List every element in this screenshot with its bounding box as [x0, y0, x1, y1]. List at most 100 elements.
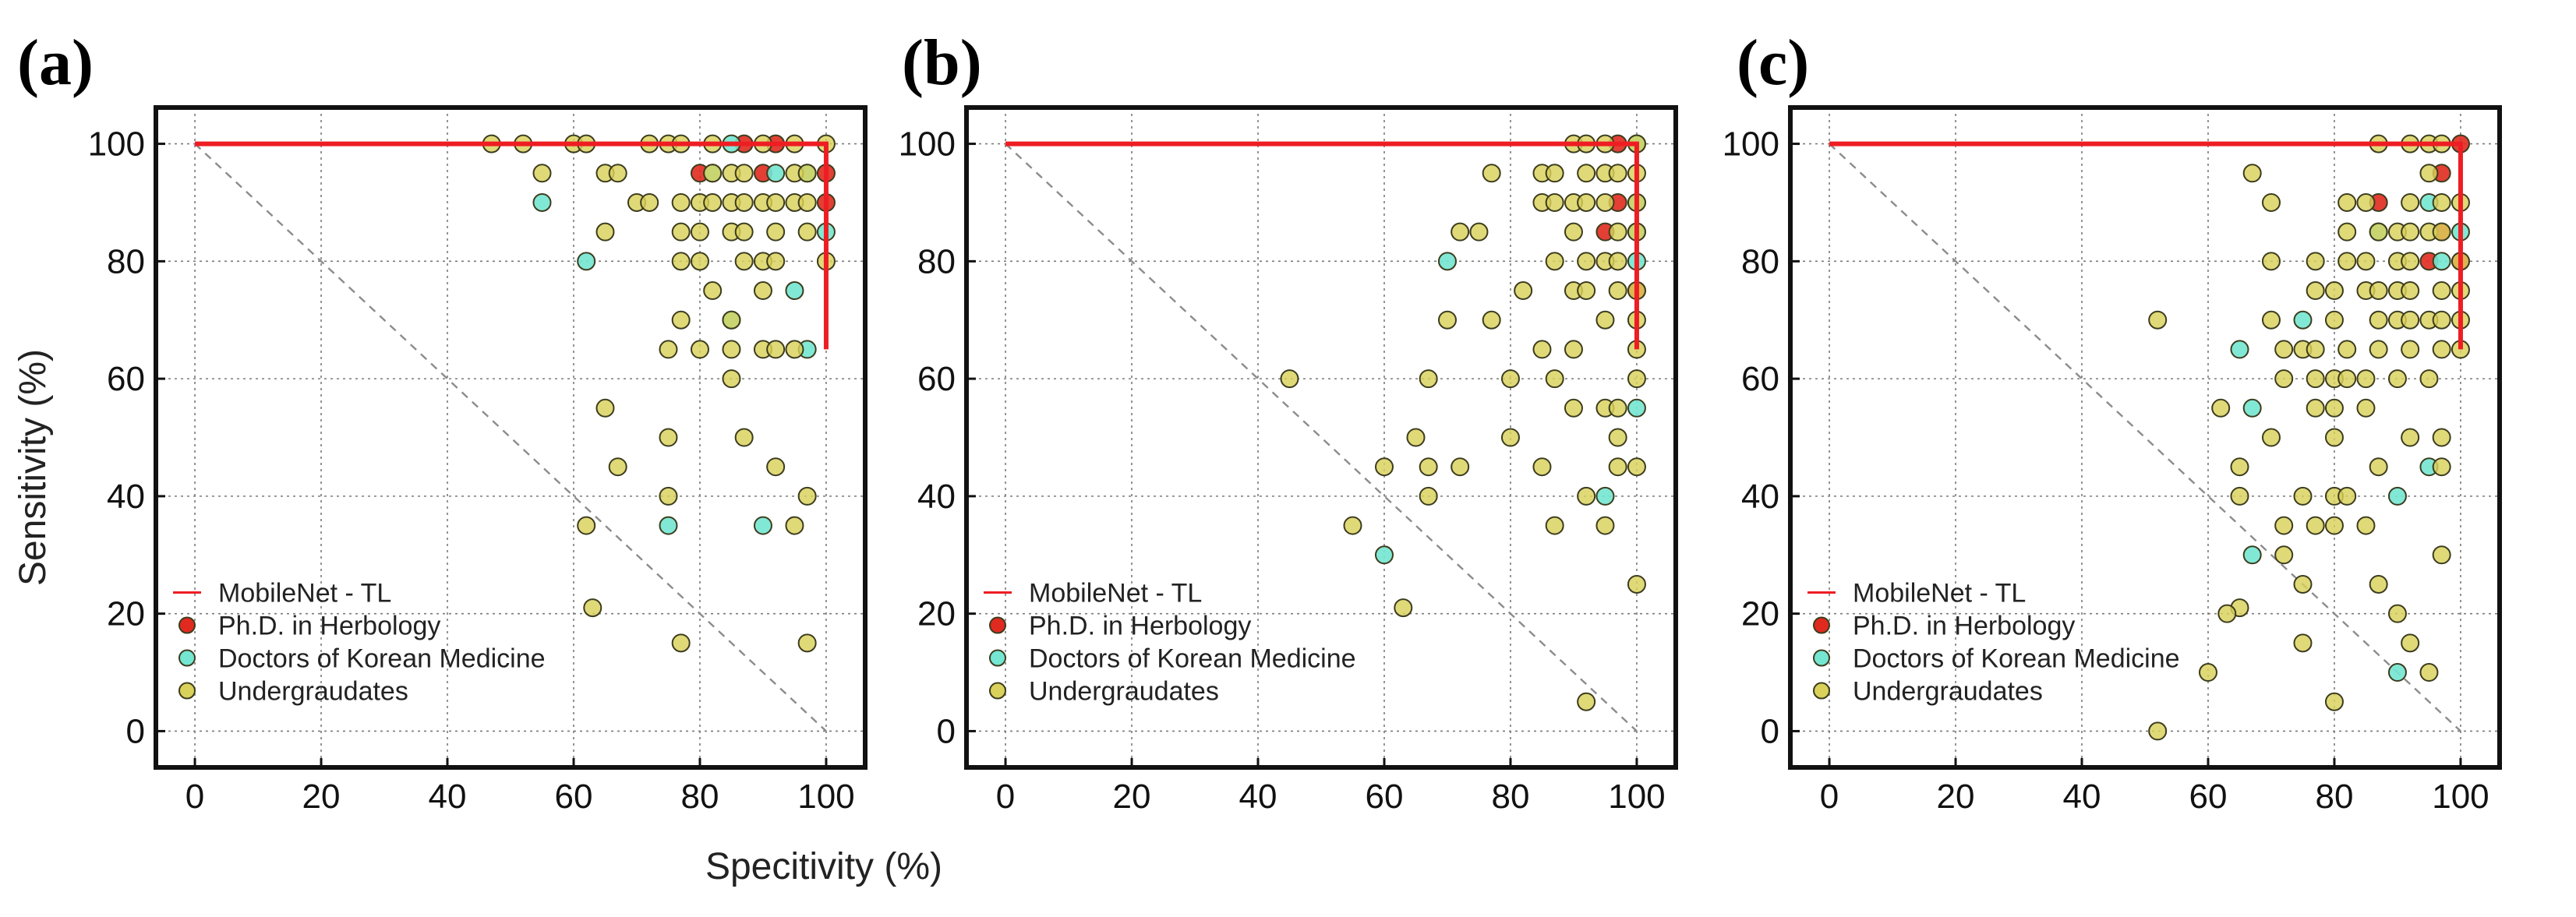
scatter-point	[1280, 369, 1299, 389]
scatter-point	[1545, 192, 1564, 212]
scatter-point	[2274, 545, 2294, 565]
legend-swatch-marker	[1813, 682, 1830, 700]
x-tick-label: 20	[1937, 778, 1975, 816]
series-phd	[2369, 134, 2470, 271]
legend-entry: Ph.D. in Herbology	[1029, 612, 1251, 641]
scatter-point	[1532, 457, 1552, 477]
scatter-point	[2432, 428, 2451, 447]
legend: MobileNet - TL Ph.D. in Herbology Doctors …	[1807, 579, 2180, 707]
scatter-point	[659, 340, 678, 359]
scatter-point	[2401, 633, 2420, 653]
scatter-point	[1419, 486, 1438, 506]
legend-swatch-marker	[989, 649, 1006, 667]
scatter-point	[1500, 369, 1520, 389]
legend-swatch-marker	[989, 682, 1006, 700]
y-tick-label: 80	[107, 242, 145, 280]
scatter-point	[2356, 516, 2376, 535]
x-tick-label: 80	[1491, 778, 1529, 816]
x-tick-label: 100	[797, 778, 854, 816]
scatter-point	[753, 281, 772, 301]
scatter-point	[1627, 398, 1646, 418]
scatter-point	[766, 192, 786, 212]
scatter-point	[1500, 428, 1520, 447]
y-tick-label: 60	[1741, 360, 1779, 398]
scatter-point	[2261, 428, 2281, 447]
legend-entry: Ph.D. in Herbology	[218, 612, 440, 641]
scatter-point	[797, 164, 817, 183]
legend: MobileNet - TL Ph.D. in Herbology Doctors …	[984, 579, 1356, 707]
legend-entry: Doctors of Korean Medicine	[1853, 644, 2180, 674]
scatter-point	[1577, 192, 1596, 212]
scatter-point	[671, 633, 691, 653]
scatter-point	[595, 398, 615, 418]
scatter-point	[2337, 222, 2357, 242]
y-tick-label: 0	[1761, 712, 1779, 750]
x-tick-label: 60	[555, 778, 593, 816]
scatter-point	[2261, 192, 2281, 212]
scatter-point	[1469, 222, 1489, 242]
scatter-point	[2230, 486, 2249, 506]
scatter-point	[2432, 192, 2451, 212]
scatter-point	[1451, 457, 1470, 477]
scatter-point	[2369, 222, 2388, 242]
scatter-point	[532, 192, 552, 212]
scatter-point	[2401, 252, 2420, 271]
y-tick-label: 100	[88, 125, 145, 164]
scatter-point	[734, 164, 754, 183]
scatter-point	[2274, 516, 2294, 535]
scatter-point	[1627, 457, 1646, 477]
scatter-point	[2401, 281, 2420, 301]
scatter-point	[2337, 192, 2357, 212]
series-undergrads	[1280, 134, 1646, 711]
scatter-point	[2356, 192, 2376, 212]
legend-swatch-marker	[989, 616, 1006, 634]
scatter-point	[2242, 545, 2262, 565]
x-axis-title: Specitivity (%)	[705, 846, 942, 887]
x-tick-label: 40	[429, 778, 467, 816]
scatter-point	[1577, 281, 1596, 301]
scatter-point	[1608, 222, 1627, 242]
scatter-point	[1608, 428, 1627, 447]
y-tick-label: 40	[107, 478, 145, 516]
scatter-point	[753, 516, 772, 535]
mobilenet-roc-line	[1005, 141, 1639, 350]
y-tick-label: 0	[126, 712, 145, 750]
scatter-point	[1419, 457, 1438, 477]
scatter-point	[1595, 516, 1615, 535]
y-tick-label: 80	[1741, 242, 1779, 280]
legend-entry: Undergraudates	[218, 677, 408, 707]
scatter-point	[608, 164, 627, 183]
scatter-point	[2217, 604, 2237, 623]
scatter-point	[734, 252, 754, 271]
scatter-point	[2369, 340, 2388, 359]
scatter-point	[595, 222, 615, 242]
scatter-point	[2293, 574, 2313, 594]
scatter-point	[722, 340, 741, 359]
scatter-point	[797, 222, 817, 242]
scatter-point	[2198, 663, 2217, 682]
scatter-point	[640, 192, 659, 212]
scatter-point	[2261, 252, 2281, 271]
scatter-point	[2401, 310, 2420, 330]
mobilenet-roc-line	[195, 141, 829, 350]
scatter-point	[2369, 457, 2388, 477]
scatter-point	[2419, 369, 2439, 389]
scatter-point	[766, 340, 786, 359]
y-tick-label: 0	[937, 712, 956, 750]
scatter-point	[766, 252, 786, 271]
x-tick-label: 0	[996, 778, 1015, 816]
legend-swatch-marker	[1813, 649, 1830, 667]
scatter-point	[2274, 369, 2294, 389]
scatter-point	[1577, 164, 1596, 183]
scatter-point	[2148, 310, 2168, 330]
legend-swatch-marker	[178, 682, 196, 700]
scatter-point	[2432, 222, 2451, 242]
x-tick-label: 60	[1366, 778, 1404, 816]
scatter-point	[2324, 692, 2344, 711]
legend-entry: Undergraudates	[1853, 677, 2043, 707]
scatter-point	[1406, 428, 1426, 447]
mobilenet-roc-line	[1829, 141, 2463, 350]
scatter-point	[2356, 398, 2376, 418]
scatter-point	[2356, 252, 2376, 271]
